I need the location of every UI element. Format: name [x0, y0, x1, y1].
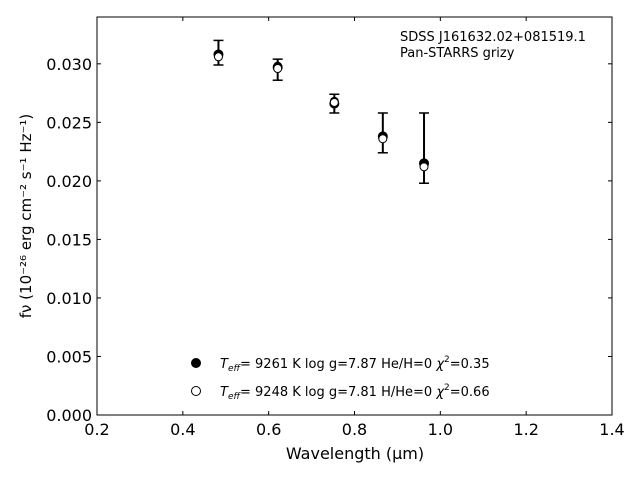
- data-marks: [213, 39, 430, 184]
- model-point-open: [378, 134, 388, 144]
- legend-chi-value: =0.66: [450, 385, 490, 400]
- legend-chi-sup: 2: [444, 383, 450, 393]
- legend-teff-symbol: T: [220, 385, 229, 400]
- legend-marker: [191, 386, 201, 396]
- model-point-open: [213, 52, 223, 62]
- legend-logg: log g=7.81: [301, 385, 377, 400]
- x-axis-label: Wavelength (μm): [286, 444, 424, 463]
- x-tick-label: 1.4: [599, 420, 624, 439]
- model-point-open: [329, 97, 339, 107]
- legend-teff-sub: eff: [228, 392, 242, 402]
- x-tick-label: 1.0: [428, 420, 453, 439]
- legend-teff-symbol: T: [220, 357, 229, 372]
- legend-composition: H/He=0: [377, 385, 436, 400]
- y-tick-label: 0.005: [46, 347, 92, 366]
- legend-teff-value: = 9248 K: [240, 385, 301, 400]
- legend-logg: log g=7.87: [301, 357, 377, 372]
- y-tick-label: 0.015: [46, 230, 92, 249]
- legend-composition: He/H=0: [377, 357, 436, 372]
- x-ticks: 0.2 0.4 0.6 0.8 1.0 1.2 1.4: [84, 17, 625, 439]
- annotation-line-1: SDSS J161632.02+081519.1: [400, 30, 586, 45]
- y-tick-label: 0.010: [46, 289, 92, 308]
- x-tick-label: 0.4: [170, 420, 195, 439]
- x-tick-label: 0.6: [256, 420, 281, 439]
- y-tick-label: 0.030: [46, 55, 92, 74]
- legend-entry: Teff= 9248 K log g=7.81 H/He=0 χ2=0.66: [220, 383, 490, 402]
- model-point-open: [273, 64, 283, 74]
- x-tick-label: 1.2: [513, 420, 538, 439]
- legend-chi-sup: 2: [444, 355, 450, 365]
- x-tick-label: 0.2: [84, 420, 109, 439]
- legend-teff-sub: eff: [228, 364, 242, 374]
- y-tick-label: 0.025: [46, 113, 92, 132]
- x-tick-label: 0.8: [342, 420, 367, 439]
- legend-teff-value: = 9261 K: [240, 357, 301, 372]
- plot-area: [96, 16, 613, 416]
- legend-chi-symbol: χ: [435, 385, 445, 400]
- legend-chi-value: =0.35: [450, 357, 490, 372]
- y-tick-label: 0.020: [46, 172, 92, 191]
- legend-marker: [191, 358, 201, 368]
- legend: Teff= 9261 K log g=7.87 He/H=0 χ2=0.35Te…: [191, 355, 490, 402]
- annotation-line-2: Pan-STARRS grizy: [400, 46, 515, 61]
- y-axis-label: fν (10⁻²⁶ erg cm⁻² s⁻¹ Hz⁻¹): [17, 114, 35, 319]
- y-ticks: 0.000 0.005 0.010 0.015 0.020 0.025 0.030: [46, 55, 612, 425]
- legend-chi-symbol: χ: [435, 357, 445, 372]
- model-point-open: [419, 162, 429, 172]
- legend-entry: Teff= 9261 K log g=7.87 He/H=0 χ2=0.35: [220, 355, 490, 374]
- y-tick-label: 0.000: [46, 406, 92, 425]
